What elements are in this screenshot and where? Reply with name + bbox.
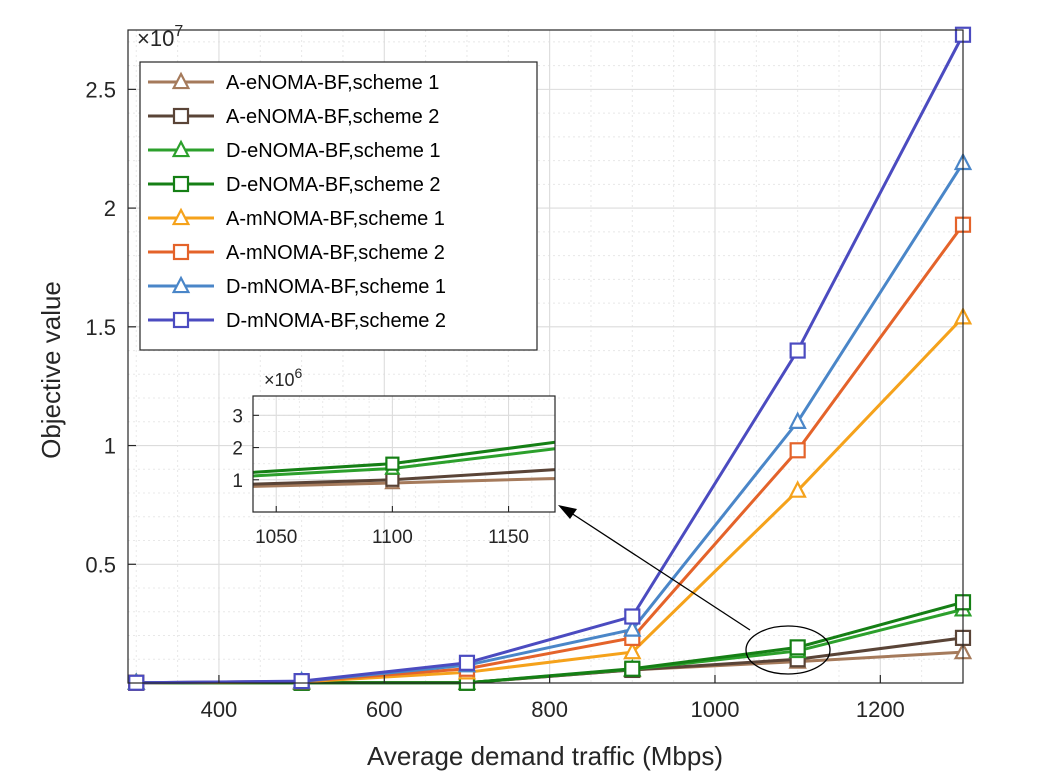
x-tick-label: 600 <box>366 697 403 722</box>
legend-label: A-eNOMA-BF,scheme 1 <box>226 72 439 94</box>
inset-series-1-point <box>385 472 400 487</box>
inset-series-3-point <box>385 456 400 471</box>
inset-x-tick-label: 1150 <box>488 527 529 548</box>
legend-label: D-eNOMA-BF,scheme 2 <box>226 174 441 196</box>
inset-y-tick-label: 3 <box>232 406 243 427</box>
inset-series-line-2 <box>253 447 555 478</box>
legend-marker <box>172 107 190 125</box>
y-tick-label: 2.5 <box>85 77 116 102</box>
series-7-point <box>789 342 806 359</box>
series-3-point <box>624 660 641 677</box>
inset-y-exponent-base: ×10 <box>264 370 295 390</box>
series-7-point <box>624 608 641 625</box>
inset-series <box>253 440 555 490</box>
y-tick-label: 1 <box>104 434 116 459</box>
y-tick-label: 0.5 <box>85 552 116 577</box>
inset-series-line-0 <box>253 476 555 488</box>
inset-x-tick-label: 1100 <box>372 527 413 548</box>
legend-label: A-eNOMA-BF,scheme 2 <box>226 106 439 128</box>
series-7-point <box>458 654 476 671</box>
inset-y-tick-label: 2 <box>232 439 243 460</box>
zoom-arrow-shaft <box>564 508 751 631</box>
series-6-point <box>623 619 642 637</box>
legend: A-eNOMA-BF,scheme 1 A-eNOMA-BF,scheme 2 D-… <box>139 61 538 351</box>
legend-item: D-eNOMA-BF,scheme 2 <box>148 174 441 196</box>
inset-series-line-3 <box>253 440 555 474</box>
zoom-ellipse <box>745 625 831 675</box>
series-5-point <box>789 442 806 459</box>
inset-plot: 1050 1100 1150 1 2 3 ×106 <box>232 365 556 548</box>
zoom-annotation <box>558 505 831 675</box>
series-6-point <box>788 411 807 429</box>
y-tick-label: 1.5 <box>85 315 116 340</box>
y-exponent: ×107 <box>137 23 183 51</box>
x-axis-label: Average demand traffic (Mbps) <box>367 741 723 771</box>
legend-marker <box>171 71 191 90</box>
legend-marker <box>172 175 190 193</box>
x-tick-label: 1000 <box>691 697 740 722</box>
series-3-point <box>789 639 806 656</box>
legend-item: A-eNOMA-BF,scheme 2 <box>148 106 439 128</box>
legend-item: A-mNOMA-BF,scheme 2 <box>148 242 445 264</box>
x-tick-label: 1200 <box>856 697 905 722</box>
x-tick-label: 400 <box>201 697 238 722</box>
series-7-point <box>293 673 310 690</box>
y-tick-label: 2 <box>104 196 116 221</box>
series-4-point <box>623 641 642 660</box>
y-axis-label: Objective value <box>36 281 66 459</box>
inset-x-tick-label: 1050 <box>255 527 297 548</box>
y-exponent-base: ×10 <box>137 26 174 51</box>
zoom-arrowhead <box>558 505 577 519</box>
plot-frame <box>127 29 964 684</box>
legend-item: D-mNOMA-BF,scheme 2 <box>148 310 446 332</box>
inset-series-line-1 <box>253 468 555 486</box>
legend-marker <box>172 311 190 329</box>
series-line-7 <box>136 34 965 685</box>
legend-label: D-mNOMA-BF,scheme 1 <box>226 276 446 298</box>
inset-y-exponent-power: 6 <box>295 365 303 381</box>
legend-item: D-mNOMA-BF,scheme 1 <box>148 275 446 298</box>
legend-marker <box>171 139 191 158</box>
legend-marker <box>171 275 191 294</box>
legend-label: D-eNOMA-BF,scheme 1 <box>226 140 441 162</box>
legend-label: D-mNOMA-BF,scheme 2 <box>226 310 446 332</box>
legend-marker <box>172 243 190 261</box>
legend-label: A-mNOMA-BF,scheme 2 <box>226 242 445 264</box>
inset-y-tick-label: 1 <box>232 471 243 492</box>
x-tick-label: 800 <box>531 697 568 722</box>
legend-box <box>139 61 538 351</box>
legend-label: A-mNOMA-BF,scheme 1 <box>226 208 445 230</box>
legend-item: A-eNOMA-BF,scheme 1 <box>148 71 439 94</box>
legend-item: D-eNOMA-BF,scheme 1 <box>148 139 441 162</box>
y-exponent-power: 7 <box>174 23 183 40</box>
legend-marker <box>171 207 191 226</box>
series-4-point <box>788 480 807 498</box>
inset-frame <box>252 395 556 513</box>
main-axes: 400 600 800 1000 1200 0.5 1 1.5 2 2.5 <box>85 29 964 722</box>
inset-y-exponent: ×106 <box>264 365 303 390</box>
legend-item: A-mNOMA-BF,scheme 1 <box>148 207 445 230</box>
